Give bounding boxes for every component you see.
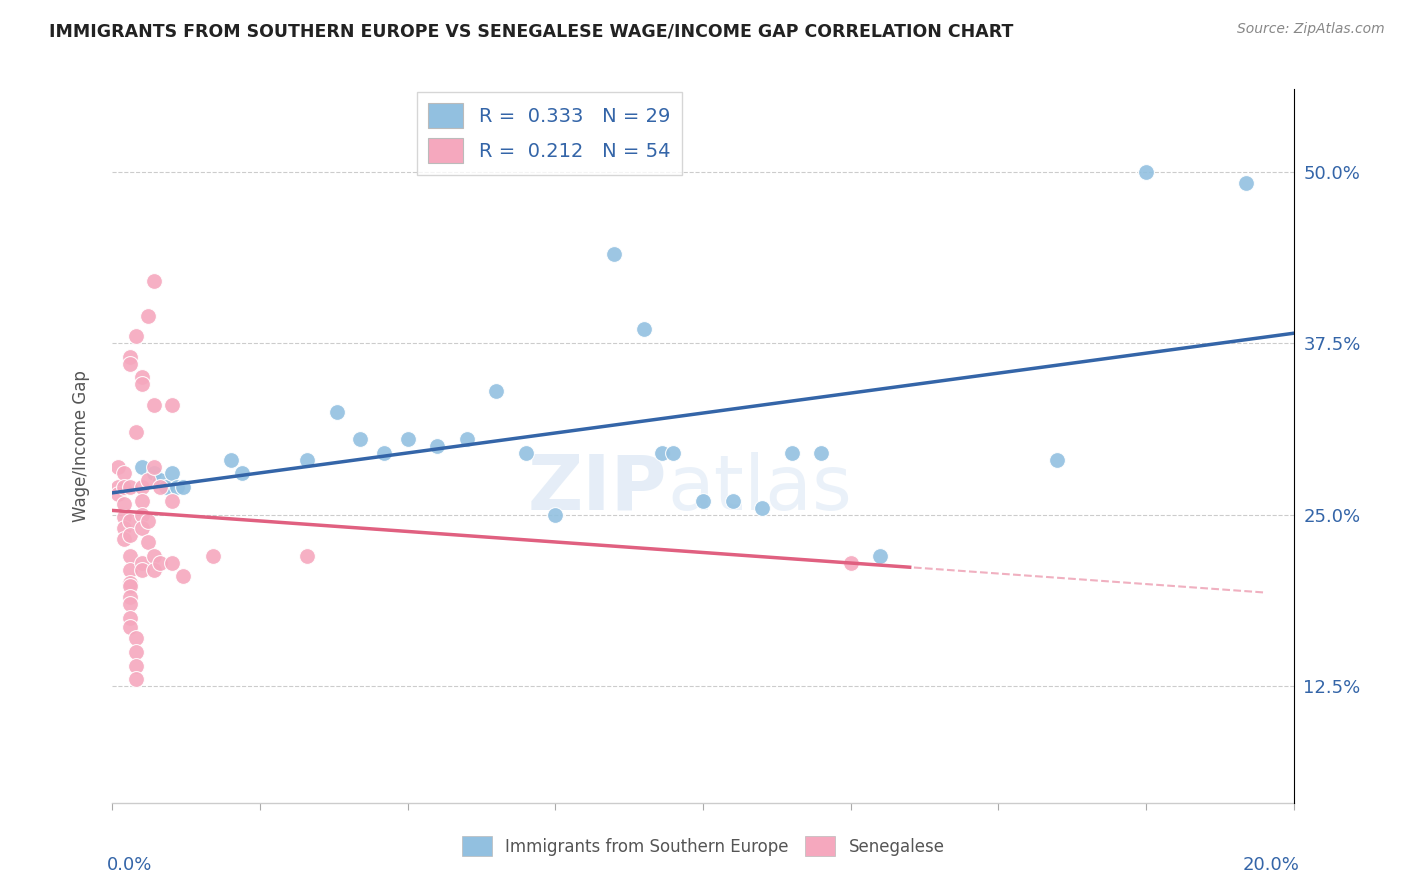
- Point: [120, 610, 142, 624]
- Point: [120, 350, 142, 364]
- Point: [125, 631, 148, 645]
- Point: [120, 357, 142, 371]
- Point: [297, 549, 319, 563]
- Point: [426, 439, 449, 453]
- Point: [172, 569, 194, 583]
- Point: [721, 494, 744, 508]
- Point: [120, 515, 142, 529]
- Point: [112, 497, 135, 511]
- Point: [120, 480, 142, 494]
- Point: [603, 247, 626, 261]
- Point: [120, 597, 142, 611]
- Text: 20.0%: 20.0%: [1243, 856, 1299, 874]
- Point: [142, 398, 165, 412]
- Text: IMMIGRANTS FROM SOUTHERN EUROPE VS SENEGALESE WAGE/INCOME GAP CORRELATION CHART: IMMIGRANTS FROM SOUTHERN EUROPE VS SENEG…: [49, 22, 1014, 40]
- Point: [131, 508, 153, 522]
- Point: [149, 556, 172, 570]
- Point: [112, 533, 135, 547]
- Point: [515, 446, 537, 460]
- Point: [869, 549, 891, 563]
- Point: [136, 535, 159, 549]
- Point: [112, 510, 135, 524]
- Point: [651, 446, 673, 460]
- Point: [149, 473, 172, 487]
- Point: [120, 549, 142, 563]
- Point: [142, 274, 165, 288]
- Point: [160, 556, 183, 570]
- Point: [219, 452, 242, 467]
- Point: [160, 494, 183, 508]
- Point: [131, 377, 153, 392]
- Point: [120, 576, 142, 591]
- Point: [125, 425, 148, 440]
- Point: [136, 309, 159, 323]
- Point: [131, 562, 153, 576]
- Text: atlas: atlas: [668, 452, 852, 525]
- Point: [142, 562, 165, 576]
- Point: [326, 405, 349, 419]
- Point: [456, 432, 478, 446]
- Point: [131, 459, 153, 474]
- Point: [780, 446, 803, 460]
- Point: [1135, 164, 1157, 178]
- Point: [149, 480, 172, 494]
- Point: [633, 322, 655, 336]
- Point: [131, 494, 153, 508]
- Point: [131, 480, 153, 494]
- Point: [172, 480, 194, 494]
- Text: Source: ZipAtlas.com: Source: ZipAtlas.com: [1237, 22, 1385, 37]
- Point: [662, 446, 685, 460]
- Point: [396, 432, 419, 446]
- Y-axis label: Wage/Income Gap: Wage/Income Gap: [72, 370, 90, 522]
- Point: [131, 521, 153, 535]
- Point: [373, 446, 395, 460]
- Point: [112, 467, 135, 481]
- Point: [1046, 452, 1069, 467]
- Point: [131, 556, 153, 570]
- Point: [136, 473, 159, 487]
- Point: [166, 480, 188, 494]
- Point: [125, 658, 148, 673]
- Text: 0.0%: 0.0%: [107, 856, 152, 874]
- Point: [231, 467, 253, 481]
- Point: [160, 398, 183, 412]
- Point: [120, 620, 142, 634]
- Point: [349, 432, 371, 446]
- Point: [131, 370, 153, 384]
- Point: [107, 487, 129, 501]
- Point: [107, 459, 129, 474]
- Point: [142, 459, 165, 474]
- Point: [544, 508, 567, 522]
- Point: [112, 480, 135, 494]
- Point: [485, 384, 508, 398]
- Point: [692, 494, 714, 508]
- Point: [160, 467, 183, 481]
- Point: [839, 556, 862, 570]
- Point: [112, 521, 135, 535]
- Point: [136, 515, 159, 529]
- Text: ZIP: ZIP: [529, 452, 668, 525]
- Point: [107, 480, 129, 494]
- Point: [1234, 176, 1257, 190]
- Point: [297, 452, 319, 467]
- Point: [751, 500, 773, 515]
- Point: [125, 329, 148, 343]
- Point: [125, 645, 148, 659]
- Point: [120, 579, 142, 593]
- Legend: Immigrants from Southern Europe, Senegalese: Immigrants from Southern Europe, Senegal…: [456, 830, 950, 863]
- Point: [142, 467, 165, 481]
- Point: [120, 528, 142, 542]
- Point: [201, 549, 224, 563]
- Point: [810, 446, 832, 460]
- Point: [125, 673, 148, 687]
- Point: [142, 549, 165, 563]
- Point: [155, 480, 177, 494]
- Point: [120, 590, 142, 604]
- Point: [120, 562, 142, 576]
